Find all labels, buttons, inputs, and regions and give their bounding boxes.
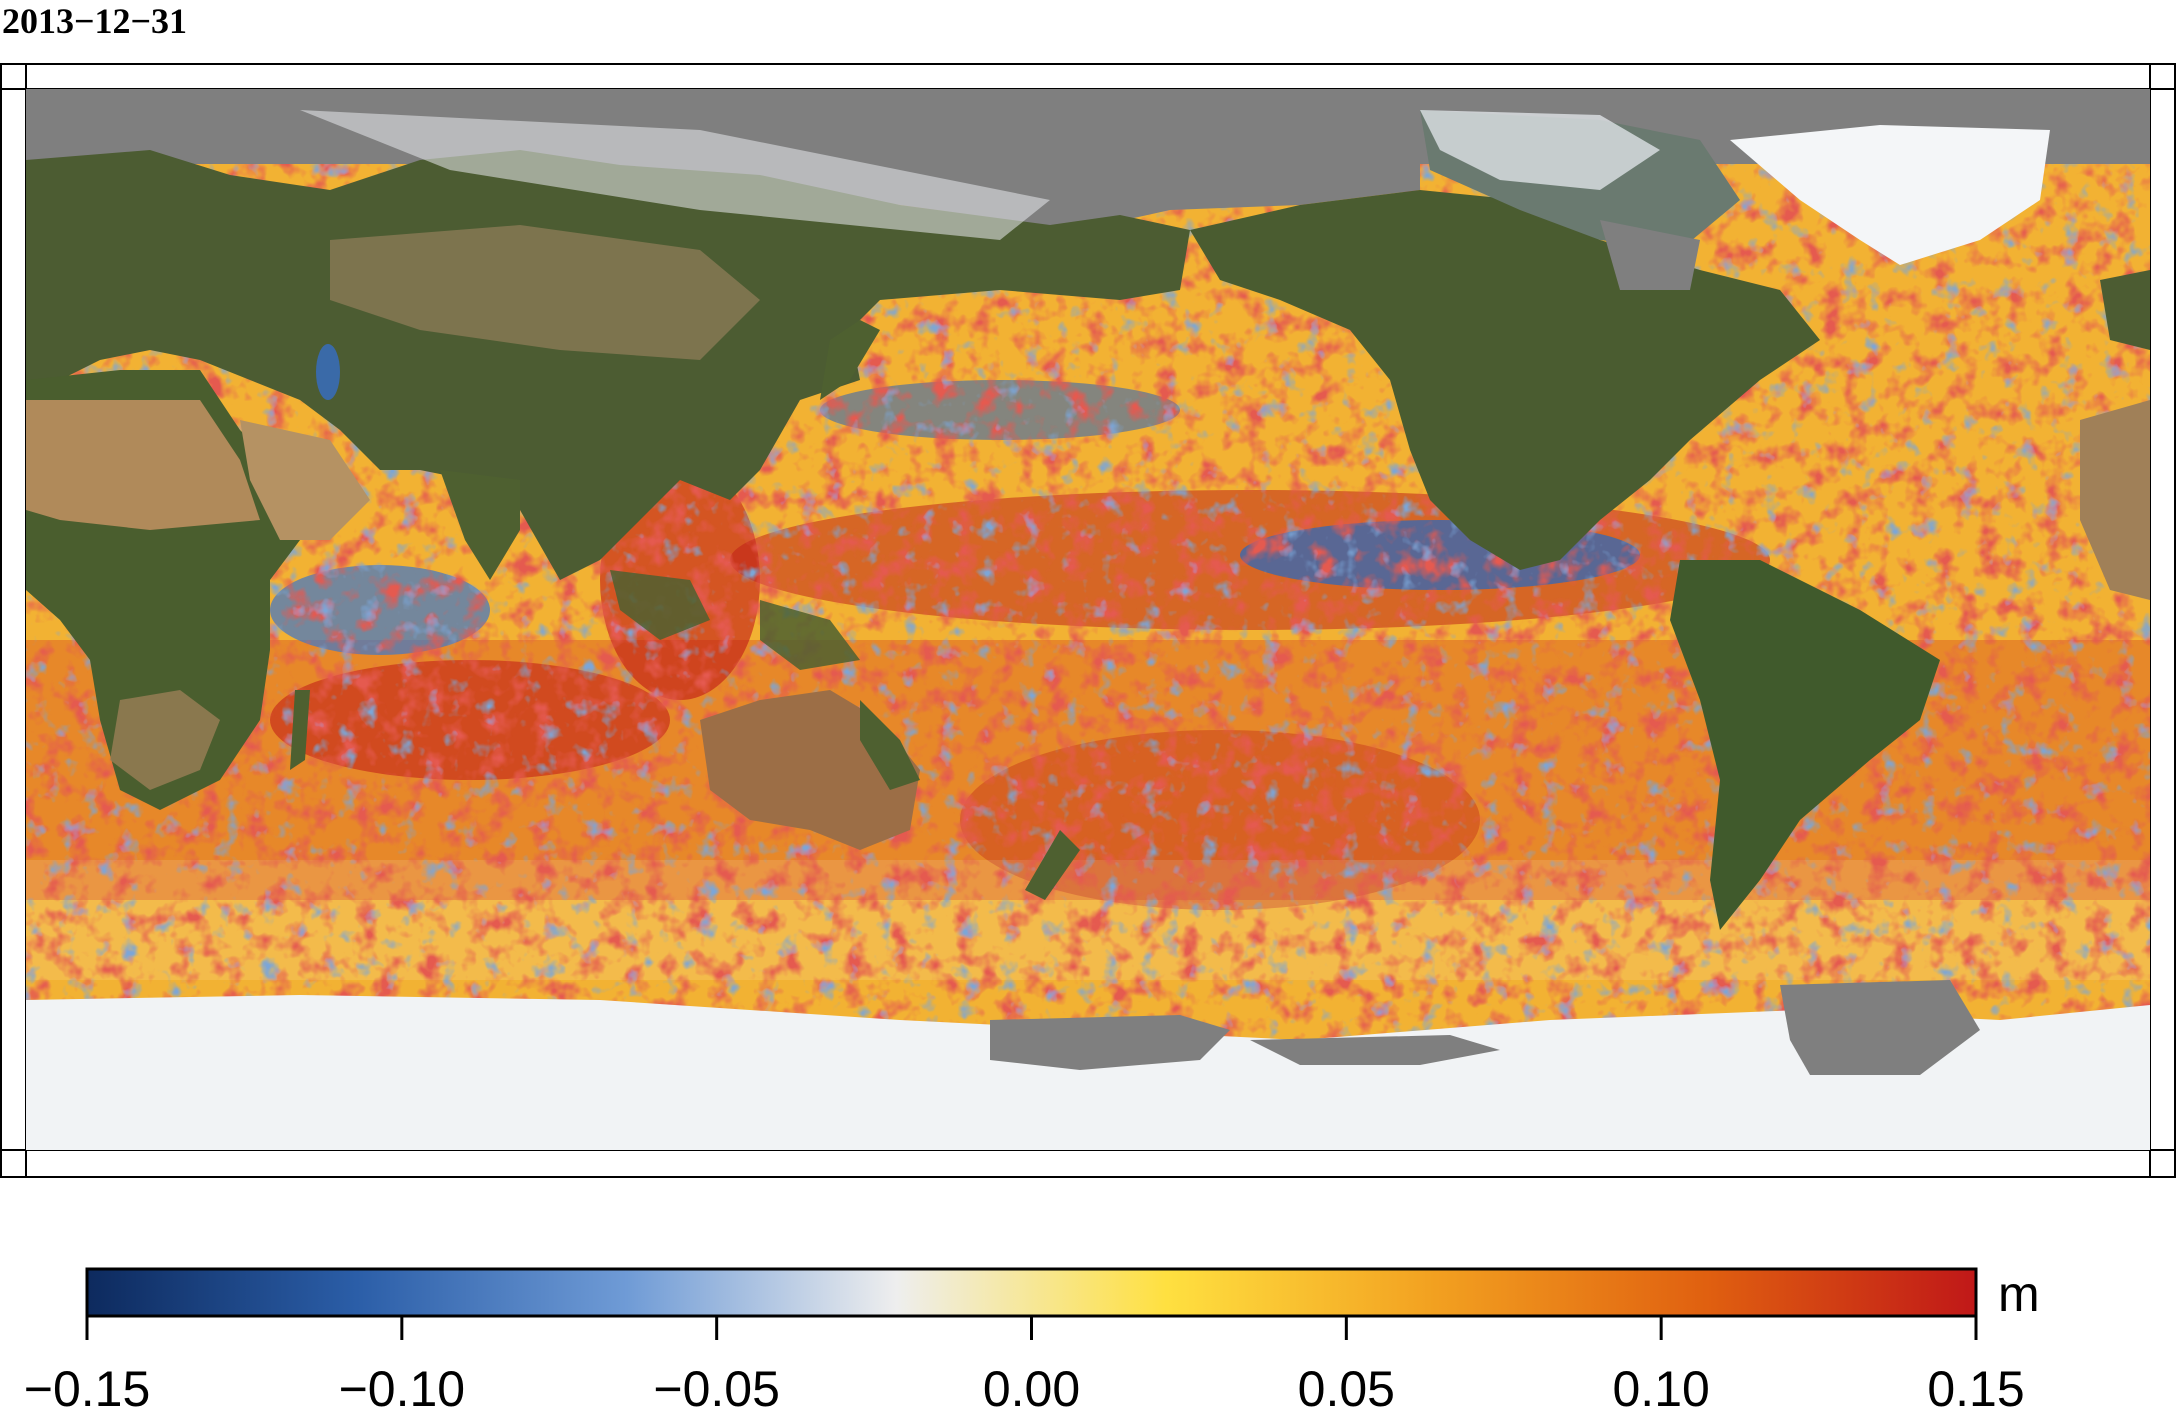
colorbar xyxy=(85,1267,1978,1318)
south-america-landmass xyxy=(1670,560,1940,930)
greenland xyxy=(1730,125,2050,265)
colorbar-unit-label: m xyxy=(1998,1266,2040,1322)
antarctica-landmass xyxy=(26,995,2150,1150)
eurasia-landmass xyxy=(26,150,1190,580)
masked-ice-shelf xyxy=(990,1015,1230,1070)
colorbar-ticks xyxy=(85,1316,1978,1340)
colorbar-tick-label: 0.15 xyxy=(1927,1361,2025,1417)
colorbar-tick-label: 0.05 xyxy=(1297,1361,1395,1417)
colorbar-tick-label: 0.00 xyxy=(982,1361,1081,1417)
colorbar-tick-label: −0.05 xyxy=(653,1361,780,1417)
colorbar-tick-label: −0.15 xyxy=(23,1361,151,1417)
colorbar-tick-label: 0.10 xyxy=(1612,1361,1710,1417)
map-outer-frame xyxy=(0,63,2176,1178)
colorbar-tick-label: −0.10 xyxy=(338,1361,466,1417)
date-title: 2013−12−31 xyxy=(2,1,188,41)
